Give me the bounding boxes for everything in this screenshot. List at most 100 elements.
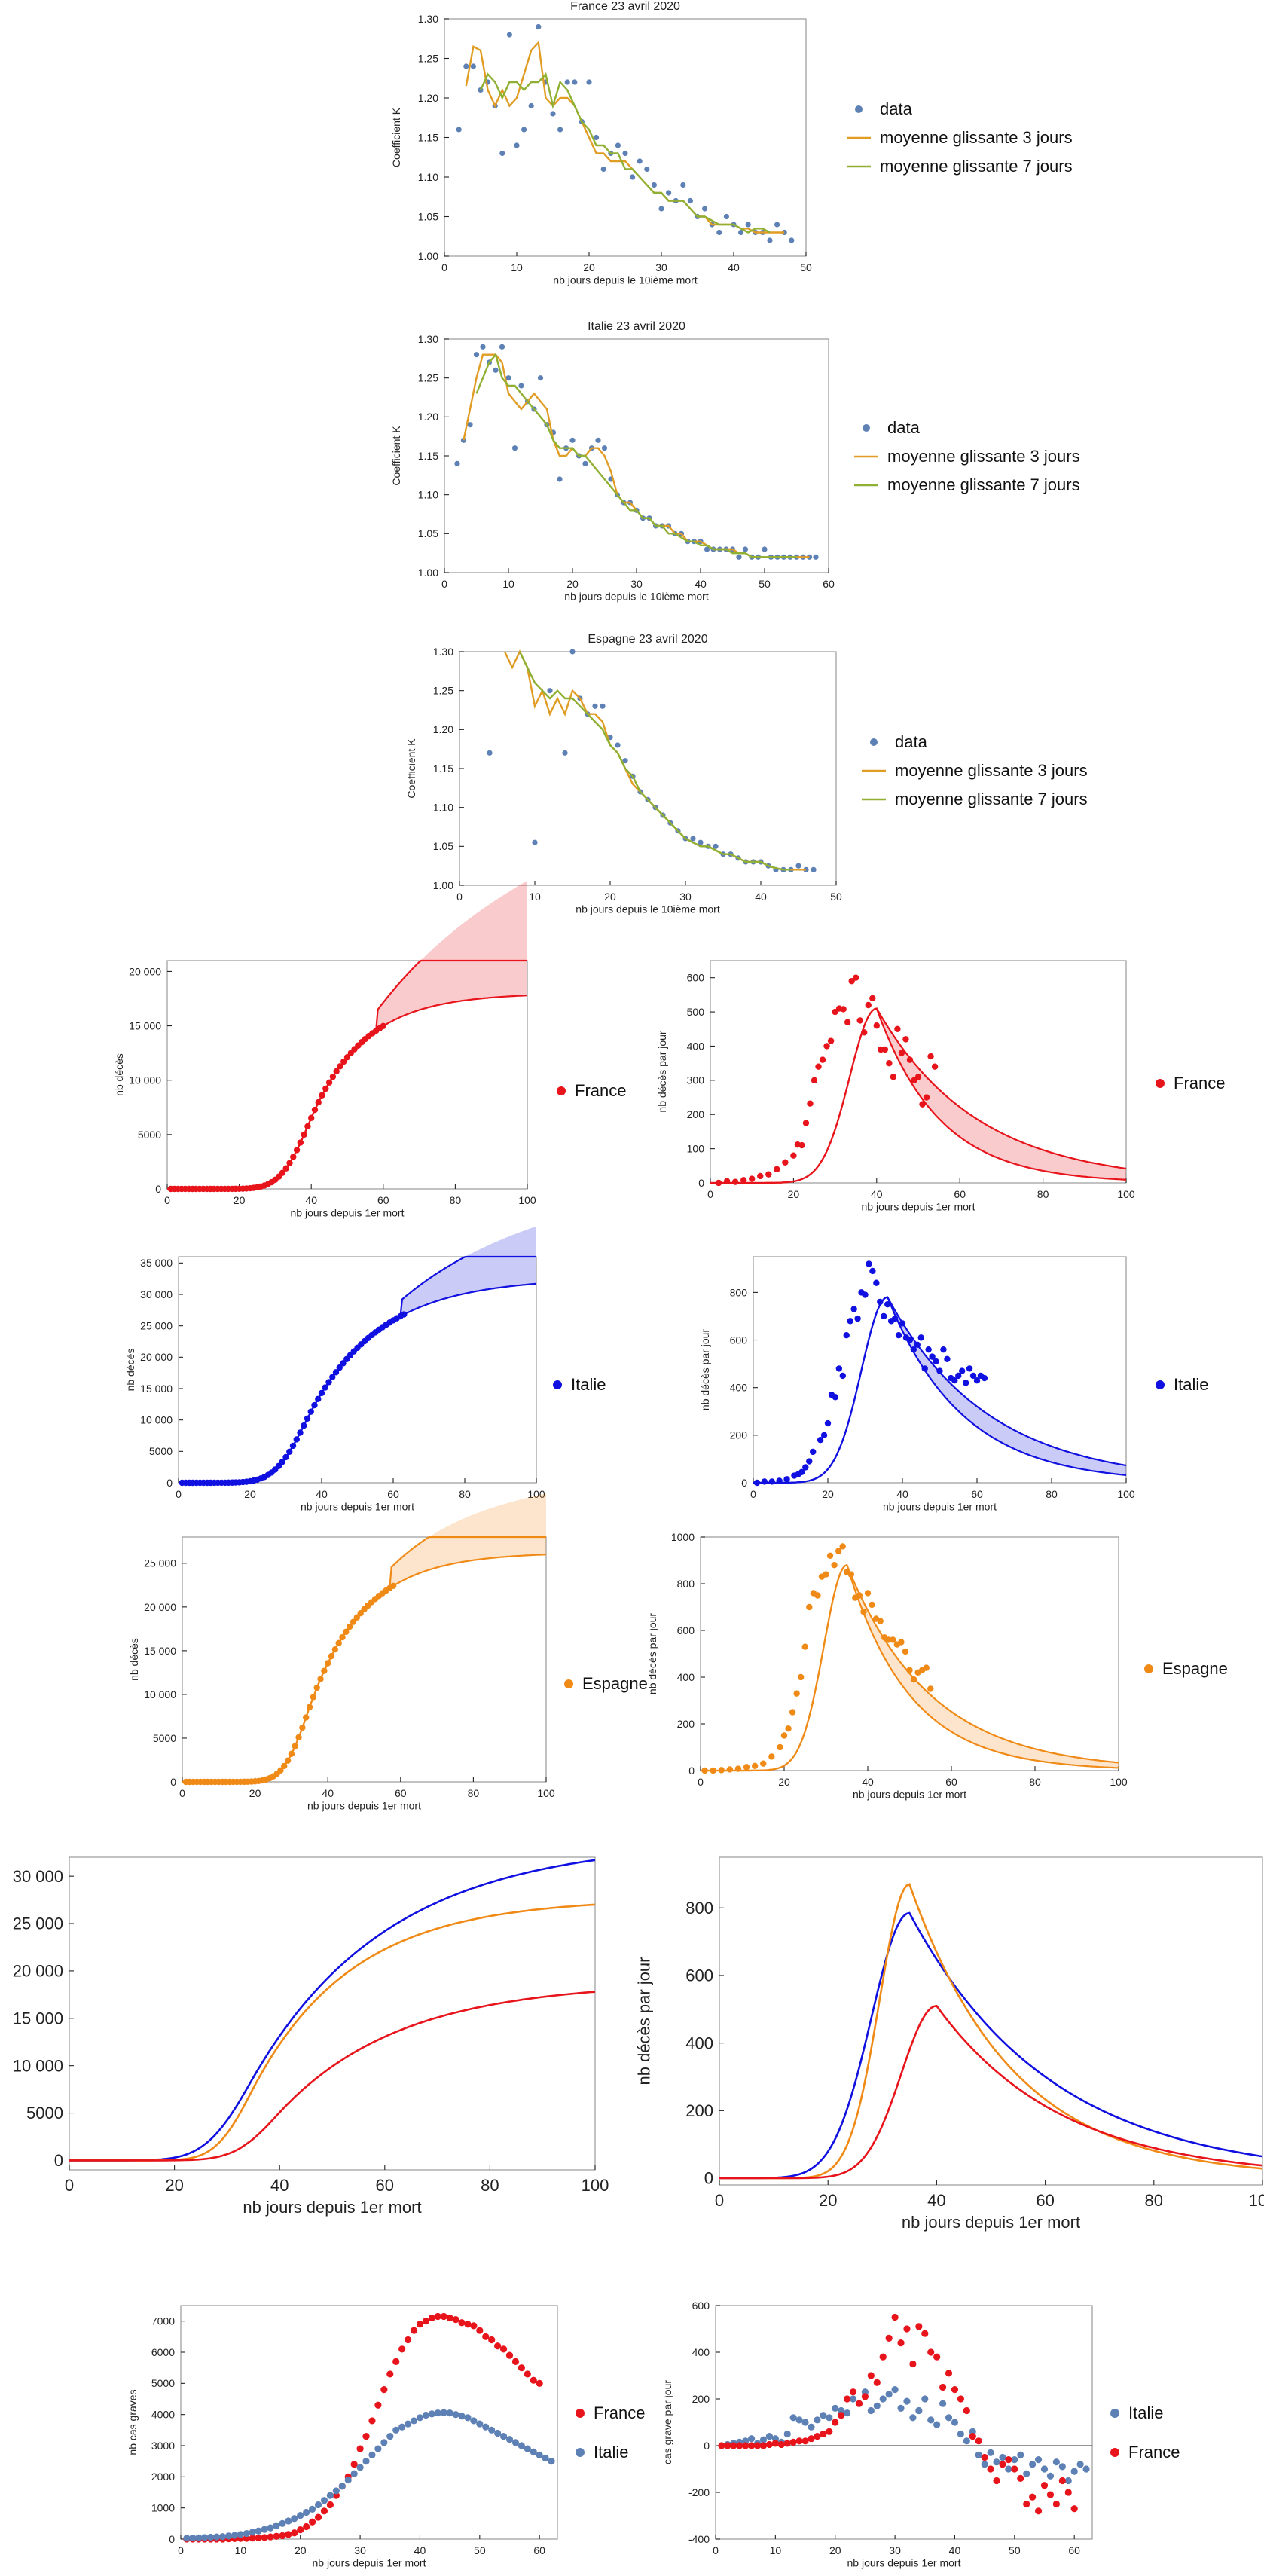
scatter-point-italie	[542, 2454, 549, 2462]
y-axis-label: nb décès par jour	[646, 1613, 658, 1695]
observed-point	[281, 1762, 288, 1770]
scatter-point-france	[243, 2535, 250, 2542]
x-tick-label: 100	[527, 1488, 545, 1500]
moving-average-3-line	[503, 649, 806, 871]
observed-point	[322, 1085, 329, 1092]
plot-frame	[166, 960, 528, 1190]
y-tick-label: 0	[698, 1177, 704, 1189]
observed-point	[806, 1603, 813, 1611]
y-tick-label: 20 000	[140, 1351, 173, 1363]
scatter-point-france	[261, 2534, 268, 2541]
y-tick-label: 15 000	[140, 1383, 173, 1395]
y-axis-label: nb décès par jour	[699, 1329, 711, 1411]
k-data-point	[745, 222, 751, 228]
y-axis-label: nb décès par jour	[656, 1031, 668, 1113]
k-data-point	[528, 102, 534, 109]
scatter-point-france	[927, 2348, 935, 2356]
x-tick-label: 100	[1117, 1488, 1135, 1500]
observed-point	[297, 1139, 304, 1146]
scatter-point-italie	[362, 2458, 370, 2465]
x-tick-label: 20	[583, 261, 595, 273]
scatter-point-italie	[832, 2404, 839, 2412]
scatter-point-italie	[999, 2453, 1006, 2461]
chart-title: France 23 avril 2020	[570, 0, 680, 13]
legend-label: moyenne glissante 3 jours	[895, 761, 1088, 780]
scatter-point-france	[783, 2440, 791, 2447]
scatter-point-france	[736, 2442, 743, 2449]
observed-point	[288, 1750, 295, 1758]
y-tick-label: 0	[741, 1477, 747, 1489]
scatter-point-italie	[897, 2404, 905, 2412]
scatter-point-france	[1058, 2477, 1066, 2485]
scatter-point-france	[410, 2327, 418, 2334]
y-tick-label: 500	[687, 1006, 705, 1018]
scatter-point-france	[969, 2433, 976, 2440]
y-tick-label: 600	[685, 1966, 713, 1985]
y-tick-label: 15 000	[144, 1645, 176, 1657]
y-tick-label: 300	[687, 1074, 705, 1086]
y-tick-label: 15 000	[13, 2009, 63, 2027]
k-data-point	[774, 222, 780, 228]
x-tick-label: 60	[1036, 2191, 1054, 2210]
scatter-point-france	[255, 2534, 262, 2541]
x-tick-label: 0	[65, 2176, 74, 2195]
x-tick-label: 0	[715, 2191, 724, 2210]
observed-point	[890, 1636, 896, 1643]
observed-point	[923, 1664, 930, 1671]
x-tick-label: 10	[502, 578, 514, 590]
observed-point	[761, 1478, 768, 1485]
y-tick-label: 1.30	[418, 13, 438, 25]
x-tick-label: 60	[533, 2544, 545, 2556]
y-tick-label: 1000	[671, 1531, 695, 1543]
scatter-point-italie	[530, 2448, 537, 2455]
observed-point	[856, 1592, 863, 1599]
observed-point	[906, 1667, 913, 1673]
scatter-point-france	[838, 2412, 845, 2419]
observed-point	[332, 1369, 340, 1376]
scatter-point-france	[1070, 2505, 1078, 2513]
y-tick-label: 35 000	[140, 1257, 173, 1269]
scatter-point-italie	[891, 2386, 899, 2394]
scatter-point-france	[291, 2529, 298, 2537]
chart-cum-espagne: 0 20 40 60 80 100 0 5000 10 000 15 000 20 000 25 00…	[128, 1493, 648, 1811]
observed-point	[311, 1106, 319, 1114]
k-data-point	[564, 79, 570, 85]
scatter-point-italie	[249, 2529, 256, 2536]
y-tick-label: 1.20	[418, 92, 438, 104]
scatter-point-france	[249, 2535, 256, 2542]
scatter-point-italie	[808, 2423, 815, 2431]
scatter-point-italie	[344, 2476, 352, 2484]
observed-point	[333, 1068, 340, 1075]
x-tick-label: 60	[1068, 2544, 1080, 2556]
y-tick-label: 1.05	[433, 840, 453, 852]
chart-title: Italie 23 avril 2020	[588, 320, 685, 333]
scatter-point-italie	[867, 2406, 875, 2415]
observed-point	[293, 1436, 300, 1443]
y-tick-label: 1.25	[433, 685, 453, 697]
k-data-point	[767, 237, 773, 243]
observed-point	[343, 1628, 350, 1636]
k-data-point	[550, 111, 556, 117]
scatter-point-france	[374, 2401, 382, 2409]
scatter-point-italie	[499, 2433, 508, 2440]
y-tick-label: 1.05	[418, 527, 438, 539]
observed-point	[873, 1279, 880, 1286]
scatter-point-france	[903, 2325, 911, 2333]
observed-point	[279, 1459, 285, 1465]
scatter-point-italie	[933, 2421, 941, 2428]
observed-point	[710, 1767, 716, 1774]
y-tick-label: 200	[677, 1718, 695, 1730]
x-tick-label: 0	[178, 2544, 184, 2556]
y-tick-label: 400	[730, 1382, 748, 1394]
scatter-point-italie	[505, 2436, 514, 2443]
scatter-point-france	[368, 2417, 376, 2425]
scatter-point-italie	[470, 2417, 478, 2425]
observed-point	[844, 1019, 851, 1025]
scatter-point-italie	[1076, 2461, 1084, 2468]
y-tick-label: 400	[677, 1671, 695, 1683]
observed-point	[881, 1046, 889, 1053]
scatter-point-italie	[511, 2439, 520, 2446]
scatter-point-italie	[494, 2429, 502, 2437]
observed-point	[315, 1395, 322, 1402]
